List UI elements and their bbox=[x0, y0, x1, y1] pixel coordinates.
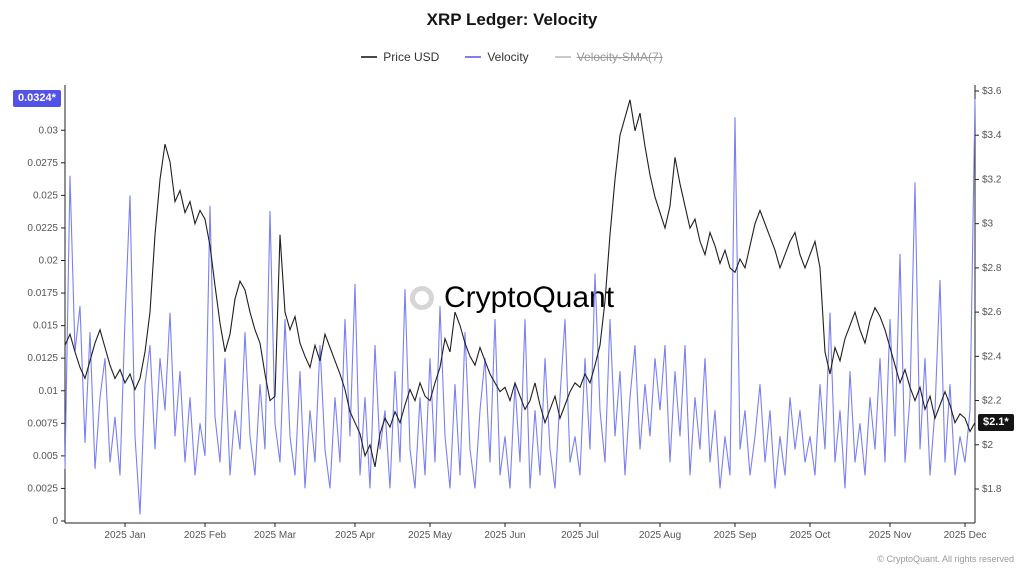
legend-label-velocity-sma7: Velocity-SMA(7) bbox=[576, 50, 663, 64]
x-tick-label: 2025 Aug bbox=[639, 530, 681, 541]
y-right-tick-label: $3.4 bbox=[982, 130, 1002, 141]
x-tick-label: 2025 Oct bbox=[790, 530, 831, 541]
y-left-tick-label: 0.01 bbox=[39, 386, 59, 397]
y-right-tick-label: $3 bbox=[982, 219, 994, 230]
legend-item-velocity[interactable]: Velocity bbox=[465, 50, 529, 64]
y-right-tick-label: $2.2 bbox=[982, 396, 1002, 407]
y-right-tick-label: $2.4 bbox=[982, 351, 1002, 362]
x-tick-label: 2025 May bbox=[408, 530, 452, 541]
y-right-tick-label: $2 bbox=[982, 440, 994, 451]
legend-item-velocity-sma7[interactable]: Velocity-SMA(7) bbox=[554, 50, 663, 64]
x-tick-label: 2025 Mar bbox=[254, 530, 297, 541]
x-tick-label: 2025 Nov bbox=[869, 530, 912, 541]
price-usd-line bbox=[64, 99, 976, 468]
y-left-tick-label: 0.0225 bbox=[27, 223, 58, 234]
y-left-tick-label: 0.0025 bbox=[27, 483, 58, 494]
velocity-sma7-line-swatch bbox=[554, 56, 571, 58]
y-right-tick-label: $3.2 bbox=[982, 174, 1002, 185]
y-left-tick-label: 0.0275 bbox=[27, 158, 58, 169]
x-tick-label: 2025 Jul bbox=[561, 530, 599, 541]
legend-label-velocity: Velocity bbox=[487, 50, 529, 64]
y-right-tick-label: $2.6 bbox=[982, 307, 1002, 318]
legend: Price USD Velocity Velocity-SMA(7) bbox=[0, 50, 1024, 64]
velocity-line-swatch bbox=[465, 56, 482, 58]
y-left-tick-label: 0.03 bbox=[39, 125, 59, 136]
x-tick-label: 2025 Sep bbox=[714, 530, 757, 541]
x-tick-label: 2025 Jun bbox=[484, 530, 525, 541]
y-left-tick-label: 0.025 bbox=[33, 190, 58, 201]
x-tick-label: 2025 Dec bbox=[944, 530, 987, 541]
legend-label-price-usd: Price USD bbox=[383, 50, 440, 64]
price-usd-line-swatch bbox=[361, 56, 378, 58]
legend-item-price-usd[interactable]: Price USD bbox=[361, 50, 439, 64]
y-left-tick-label: 0.0175 bbox=[27, 288, 58, 299]
x-tick-label: 2025 Jan bbox=[104, 530, 145, 541]
velocity-line bbox=[64, 98, 976, 515]
chart-title: XRP Ledger: Velocity bbox=[426, 10, 598, 29]
y-left-tick-label: 0 bbox=[52, 516, 58, 527]
y-right-tick-label: $2.8 bbox=[982, 263, 1002, 274]
x-tick-label: 2025 Feb bbox=[184, 530, 227, 541]
y-left-tick-label: 0.015 bbox=[33, 321, 58, 332]
y-right-tick-label: $1.8 bbox=[982, 484, 1002, 495]
y-left-tick-label: 0.0075 bbox=[27, 418, 58, 429]
x-tick-label: 2025 Apr bbox=[335, 530, 376, 541]
y-right-tick-label: $3.6 bbox=[982, 86, 1002, 97]
y-left-tick-label: 0.02 bbox=[39, 256, 59, 267]
y-left-tick-label: 0.0125 bbox=[27, 353, 58, 364]
price-current-value-badge: $2.1* bbox=[978, 413, 1014, 431]
y-left-tick-label: 0.005 bbox=[33, 451, 58, 462]
velocity-current-value-badge: 0.0324* bbox=[13, 90, 61, 107]
copyright-text: © CryptoQuant. All rights reserved bbox=[877, 554, 1014, 564]
